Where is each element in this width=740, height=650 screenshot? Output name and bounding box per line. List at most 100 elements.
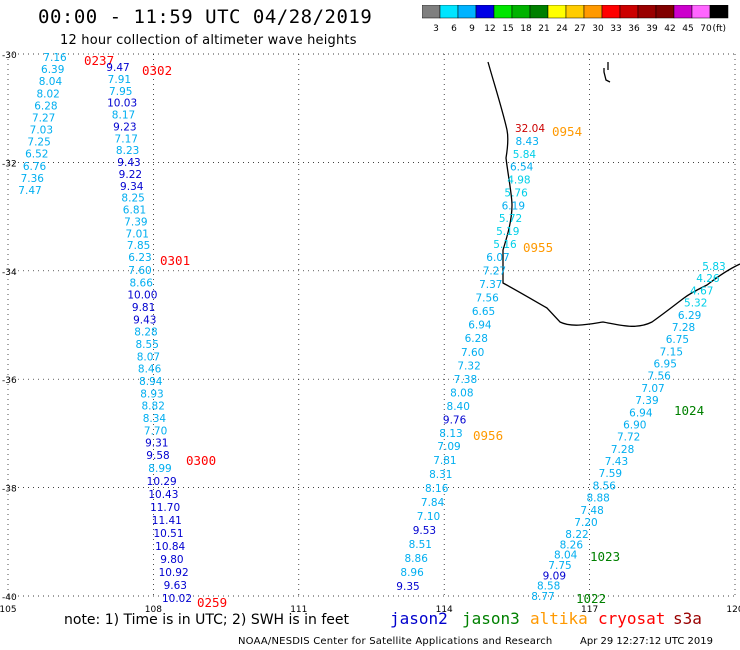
- colorbar-unit: (ft): [712, 24, 726, 34]
- swh-value: 8.66: [130, 277, 154, 289]
- swh-value: 8.04: [39, 76, 63, 88]
- swh-value: 8.58: [537, 581, 560, 593]
- track-altika-0954: 32.048.435.846.544.985.766.195.725.195.1…: [493, 123, 582, 251]
- lon-tick-label: 117: [581, 605, 598, 615]
- swh-value: 6.75: [666, 334, 689, 346]
- colorbar-label: 42: [664, 24, 675, 34]
- swh-value: 10.92: [159, 567, 189, 579]
- swh-value: 8.82: [142, 401, 165, 413]
- colorbar-label: 36: [628, 24, 640, 34]
- coastline: [487, 61, 740, 327]
- colorbar-swatch: [709, 5, 729, 19]
- colorbar-label: 3: [433, 24, 439, 34]
- swh-value: 4.26: [696, 273, 720, 285]
- swh-value: 8.31: [429, 469, 452, 481]
- legend-altika: altika: [530, 609, 588, 628]
- track-cryosat-0302: 9.477.917.9510.038.179.237.178.239.439.2…: [106, 62, 172, 264]
- wave-height-colorbar: 3 6 9 12 15 18 21 24 27 30 33 36 39 42 45 70 (ft): [422, 5, 729, 34]
- track-time-label: 0259: [197, 595, 227, 610]
- satellite-tracks: 7.166.398.048.026.287.277.037.256.526.76…: [18, 52, 725, 610]
- swh-value: 6.94: [629, 407, 653, 419]
- footer-credit: NOAA/NESDIS Center for Satellite Applica…: [238, 636, 553, 647]
- island-fragment: [603, 62, 611, 83]
- swh-value: 9.43: [117, 157, 140, 169]
- legend-s3a: s3a: [673, 609, 702, 628]
- swh-value: 9.58: [146, 450, 169, 462]
- swh-value: 9.09: [543, 570, 566, 582]
- australia-coastline: [487, 61, 740, 327]
- swh-value: 8.07: [137, 351, 160, 363]
- track-time-label: 0954: [552, 124, 582, 139]
- lat-tick-label: -34: [2, 268, 17, 278]
- swh-value: 8.02: [36, 88, 59, 100]
- swh-value: 8.22: [565, 529, 588, 541]
- swh-value: 9.76: [443, 414, 467, 426]
- swh-value: 9.53: [413, 525, 436, 537]
- swh-value: 5.32: [684, 298, 707, 310]
- swh-value: 9.35: [396, 581, 419, 593]
- track-jason3-1022: 1022: [576, 591, 606, 606]
- track-altika-0956: 7.09 7.81 8.31 8.16 7.84 7.10 9.53 8.51 8.86 8.96…: [396, 428, 503, 593]
- swh-value: 7.60: [128, 265, 151, 277]
- swh-value: 9.22: [119, 169, 142, 181]
- swh-value: 9.47: [106, 62, 129, 74]
- swh-value: 6.52: [25, 149, 48, 161]
- swh-value: 5.76: [504, 187, 528, 199]
- swh-value: 7.16: [43, 52, 67, 64]
- track-time-label: 1022: [576, 591, 606, 606]
- track-time-label: 0301: [160, 253, 190, 268]
- swh-value: 8.88: [586, 493, 609, 505]
- swh-value: 6.39: [41, 64, 64, 76]
- swh-value: 8.43: [516, 136, 539, 148]
- swh-value: 7.43: [605, 456, 628, 468]
- swh-value: 7.32: [457, 360, 480, 372]
- track-time-label: 1023: [590, 549, 620, 564]
- swh-value: 10.00: [127, 290, 157, 302]
- legend-cryosat: cryosat: [598, 609, 666, 628]
- track-time-label: 0302: [142, 63, 172, 78]
- swh-value: 11.70: [150, 502, 180, 514]
- swh-value: 6.81: [123, 205, 146, 217]
- swh-value: 6.90: [623, 419, 646, 431]
- swh-value: 7.07: [641, 383, 664, 395]
- swh-value: 6.76: [23, 161, 47, 173]
- track-jason3-1024: 5.834.264.675.326.297.286.757.156.957.56…: [574, 261, 725, 529]
- swh-value: 5.72: [499, 213, 522, 225]
- swh-value: 7.39: [635, 395, 658, 407]
- swh-value: 11.41: [152, 515, 182, 527]
- lat-tick-label: -32: [2, 159, 17, 169]
- track-jason3-1023: 8.228.268.047.759.098.588.77 1023: [531, 529, 620, 603]
- swh-value: 7.38: [454, 374, 477, 386]
- track-time-label: 0955: [523, 240, 553, 255]
- swh-value: 7.85: [127, 240, 150, 252]
- swh-value: 8.26: [560, 539, 584, 551]
- swh-value: 7.28: [611, 444, 634, 456]
- swh-value: 7.17: [115, 133, 138, 145]
- swh-value: 4.98: [507, 175, 530, 187]
- swh-value: 9.43: [133, 314, 156, 326]
- swh-value: 7.81: [433, 455, 456, 467]
- swh-value: 6.54: [510, 162, 534, 174]
- swh-value: 7.72: [617, 432, 640, 444]
- swh-value: 8.13: [439, 428, 462, 440]
- swh-value: 8.94: [139, 376, 163, 388]
- swh-value: 8.86: [405, 553, 429, 565]
- colorbar-label: 33: [610, 24, 621, 34]
- swh-value: 6.94: [468, 320, 492, 332]
- swh-value: 5.83: [702, 261, 725, 273]
- swh-value: 8.77: [531, 591, 554, 603]
- swh-value: 6.28: [34, 100, 57, 112]
- swh-value: 4.67: [690, 285, 713, 297]
- swh-value: 7.10: [417, 511, 440, 523]
- lat-tick-label: -40: [2, 593, 17, 603]
- swh-value: 6.19: [502, 200, 525, 212]
- swh-value: 6.95: [654, 359, 677, 371]
- colorbar-label: 24: [556, 24, 568, 34]
- swh-value: 7.28: [672, 322, 695, 334]
- swh-value: 7.25: [27, 137, 50, 149]
- swh-value: 7.03: [30, 125, 53, 137]
- swh-value: 7.84: [421, 497, 445, 509]
- swh-value: 10.03: [107, 98, 137, 110]
- swh-value: 8.23: [116, 145, 139, 157]
- track-altika-0955: 6.07 7.277.37 7.566.65 6.946.28 7.607.32 7.38…: [439, 240, 553, 440]
